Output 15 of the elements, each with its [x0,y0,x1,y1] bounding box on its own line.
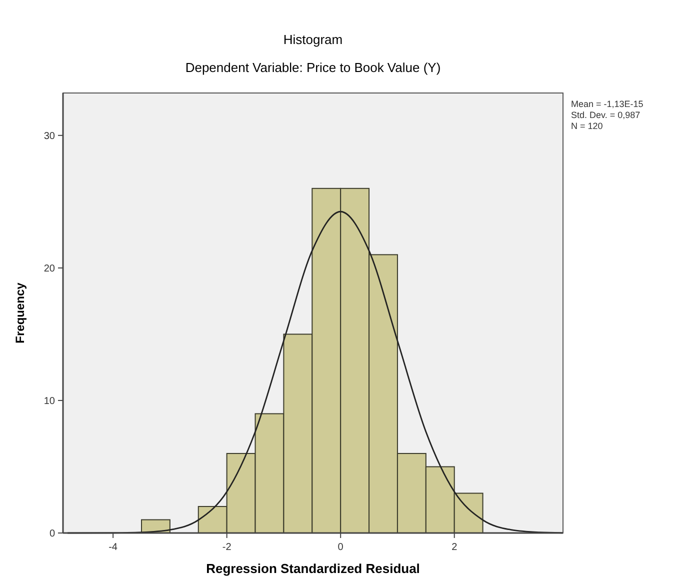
x-tick-label: -2 [222,542,232,553]
y-tick-label: 20 [44,263,56,274]
y-axis-title: Frequency [13,282,27,344]
text: Mean = -1,13E-15 [571,99,644,109]
chart-title: Histogram [283,32,343,47]
chart-subtitle: Dependent Variable: Price to Book Value (Y) [185,60,441,75]
text: Std. Dev. = 0,987 [571,110,640,120]
x-tick-label: 0 [338,542,344,553]
x-axis-title: Regression Standardized Residual [206,561,420,576]
text: N = 120 [571,121,603,131]
y-tick-label: 0 [49,528,56,540]
x-tick-label: -4 [108,542,118,553]
y-tick-label: 10 [44,396,56,407]
y-tick-label: 30 [44,130,56,142]
x-tick-label: 2 [452,542,458,553]
